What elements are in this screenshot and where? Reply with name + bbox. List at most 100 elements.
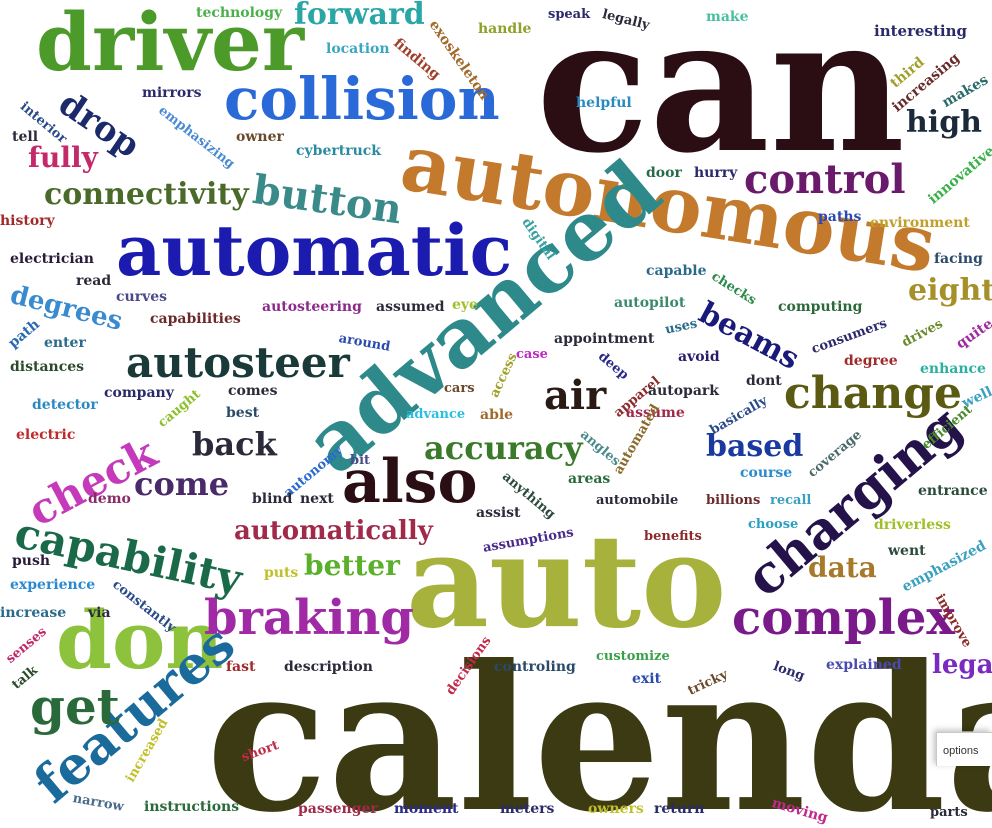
cloud-word: return (654, 801, 705, 817)
cloud-word: change (784, 368, 963, 419)
cloud-word: don (56, 593, 224, 687)
cloud-word: high (906, 105, 982, 140)
cloud-word: customize (596, 649, 670, 664)
cloud-word: helpful (576, 95, 632, 111)
cloud-word: technology (196, 5, 283, 21)
cloud-word: electrician (10, 251, 94, 267)
cloud-word: moment (394, 801, 459, 817)
cloud-word: senses (3, 624, 50, 667)
cloud-word: detector (32, 397, 98, 413)
cloud-word: fully (28, 141, 98, 174)
cloud-word: make (706, 9, 749, 25)
cloud-word: automatic (116, 209, 513, 292)
cloud-word: get (30, 677, 120, 736)
cloud-word: interesting (874, 22, 967, 40)
cloud-word: went (888, 543, 926, 559)
cloud-word: environment (870, 215, 970, 231)
cloud-word: location (326, 41, 390, 57)
cloud-word: uses (663, 316, 699, 338)
cloud-word: enhance (920, 361, 986, 377)
cloud-word: meters (500, 801, 555, 817)
cloud-word: areas (568, 471, 611, 487)
cloud-word: assumed (376, 299, 445, 315)
cloud-word: capabilities (150, 311, 241, 327)
cloud-word: billions (706, 493, 761, 508)
cloud-word: can (536, 0, 906, 194)
cloud-word: automatically (234, 516, 433, 546)
cloud-word: exit (632, 671, 662, 687)
cloud-word: best (226, 405, 260, 421)
cloud-word: driverless (874, 517, 951, 533)
cloud-word: driver (36, 0, 305, 89)
cloud-word: hurry (694, 165, 738, 181)
cloud-word: parts (930, 805, 968, 820)
cloud-word: innovative (925, 143, 992, 208)
cloud-word: assist (476, 505, 521, 521)
cloud-word: distances (10, 359, 85, 375)
cloud-word: auto (406, 507, 727, 657)
cloud-word: case (516, 347, 548, 362)
cloud-word: capable (646, 263, 707, 279)
cloud-word: experience (10, 577, 96, 593)
cloud-word: connectivity (44, 177, 249, 212)
cloud-word: cybertruck (296, 143, 381, 159)
cloud-word: description (284, 659, 373, 675)
cloud-word: air (544, 372, 607, 419)
cloud-word: enter (44, 335, 86, 351)
cloud-word: data (808, 551, 877, 584)
cloud-word: bit (350, 453, 371, 468)
cloud-word: owner (236, 129, 284, 145)
cloud-word: complex (732, 590, 955, 646)
cloud-word: drives (899, 316, 946, 351)
cloud-word: speak (548, 7, 591, 22)
cloud-word: back (192, 425, 277, 463)
cloud-word: mirrors (142, 85, 202, 101)
cloud-word: blind (252, 491, 293, 507)
cloud-word: history (0, 213, 55, 229)
cloud-word: eye (452, 297, 478, 313)
cloud-word: facing (934, 251, 983, 267)
cloud-word: autosteer (126, 338, 350, 387)
cloud-word: also (342, 447, 478, 517)
cloud-word: assume (626, 405, 685, 421)
options-label: options (943, 745, 979, 757)
cloud-word: based (706, 429, 804, 464)
cloud-word: owners (588, 801, 644, 817)
cloud-word: choose (748, 517, 799, 532)
cloud-word: explained (826, 657, 902, 673)
cloud-word: come (134, 465, 230, 503)
cloud-word: electric (16, 427, 76, 443)
cloud-word: paths (818, 209, 862, 225)
cloud-word: consumers (809, 316, 890, 358)
cloud-word: handle (478, 21, 532, 37)
cloud-word: autopilot (614, 295, 686, 311)
cloud-word: autosteering (262, 299, 362, 315)
cloud-word: avoid (678, 349, 720, 365)
cloud-word: course (740, 465, 793, 481)
cloud-word: able (480, 407, 514, 423)
cloud-word: door (646, 165, 682, 181)
cloud-word: read (76, 273, 112, 289)
cloud-word: eight (908, 273, 992, 308)
cloud-word: appointment (554, 331, 655, 347)
cloud-word: next (300, 491, 334, 507)
cloud-word: cars (444, 381, 475, 396)
cloud-word: recall (770, 493, 812, 508)
cloud-word: computing (778, 299, 863, 315)
cloud-word: path (5, 316, 43, 352)
options-popup[interactable]: options (936, 732, 992, 766)
cloud-word: legal (932, 650, 992, 680)
cloud-word: narrow (71, 791, 125, 815)
cloud-word: calendar (206, 622, 992, 828)
cloud-word: via (88, 605, 111, 621)
cloud-word: control (744, 156, 906, 203)
cloud-word: push (12, 553, 51, 569)
cloud-word: quite (953, 315, 992, 353)
cloud-word: tell (12, 129, 39, 145)
cloud-word: entrance (918, 483, 988, 499)
cloud-word: advance (406, 407, 466, 422)
cloud-word: curves (116, 289, 168, 305)
cloud-word: passenger (298, 801, 378, 817)
cloud-word: dont (746, 373, 782, 389)
